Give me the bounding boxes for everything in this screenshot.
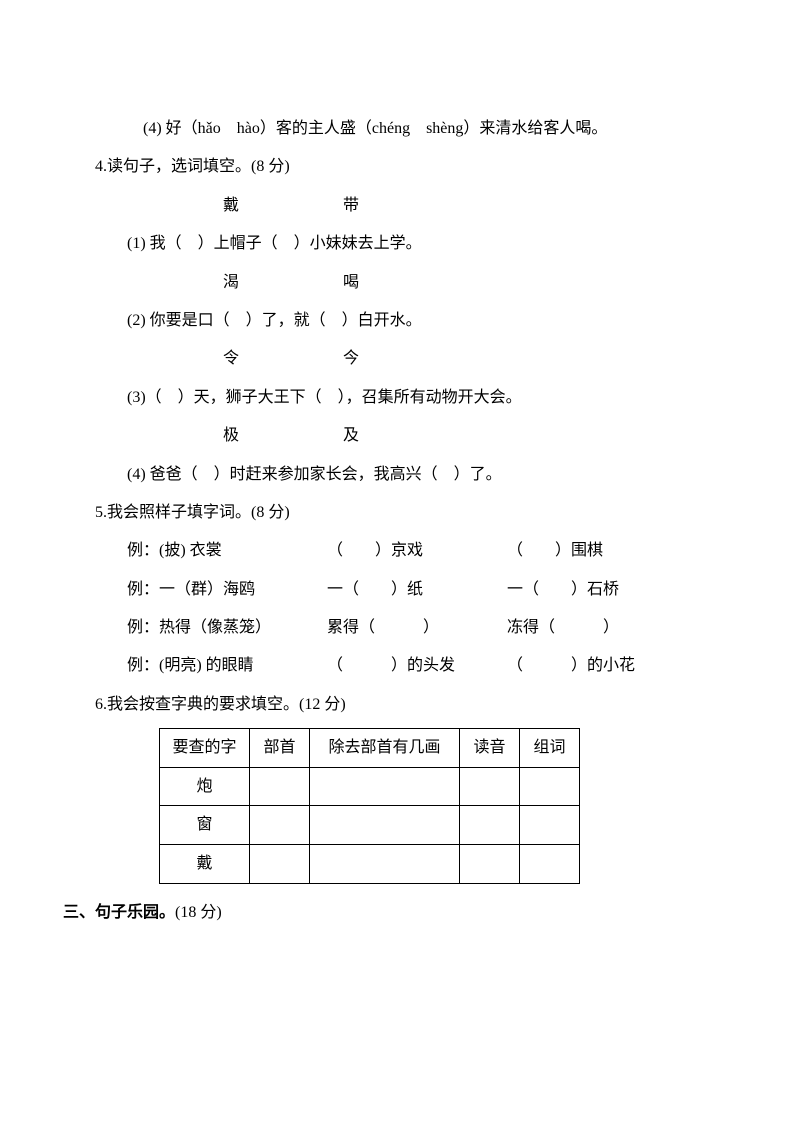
table-row: 窗 — [160, 806, 580, 845]
cell-char: 戴 — [160, 845, 250, 884]
q4-pair4: 极及 — [95, 417, 698, 455]
q5-row4: 例：(明亮) 的眼睛（ ）的头发（ ）的小花 — [95, 647, 698, 685]
cell-char: 炮 — [160, 767, 250, 806]
th-pron: 读音 — [460, 729, 520, 768]
cell-blank[interactable] — [520, 767, 580, 806]
q5-row1: 例：(披) 衣裳（ ）京戏（ ）围棋 — [95, 532, 698, 570]
cell-blank[interactable] — [460, 806, 520, 845]
q4-s3: (3)（ ）天，狮子大王下（ ），召集所有动物开大会。 — [95, 379, 698, 417]
th-strokes: 除去部首有几画 — [310, 729, 460, 768]
q4-s4: (4) 爸爸（ ）时赶来参加家长会，我高兴（ ）了。 — [95, 456, 698, 494]
cell-blank[interactable] — [460, 845, 520, 884]
table-row: 炮 — [160, 767, 580, 806]
q4-pair3: 令今 — [95, 340, 698, 378]
q6-table: 要查的字 部首 除去部首有几画 读音 组词 炮 窗 戴 — [159, 728, 580, 883]
q5-title: 5.我会照样子填字词。(8 分) — [95, 494, 698, 532]
cell-blank[interactable] — [520, 845, 580, 884]
cell-blank[interactable] — [250, 806, 310, 845]
cell-blank[interactable] — [310, 767, 460, 806]
q5-row2: 例：一（群）海鸥一（ ）纸一（ ）石桥 — [95, 571, 698, 609]
q3-item4: (4) 好（hǎo hào）客的主人盛（chéng shèng）来清水给客人喝。 — [95, 110, 698, 148]
cell-blank[interactable] — [310, 806, 460, 845]
cell-blank[interactable] — [310, 845, 460, 884]
q4-pair1: 戴带 — [95, 187, 698, 225]
cell-blank[interactable] — [250, 845, 310, 884]
cell-blank[interactable] — [460, 767, 520, 806]
cell-char: 窗 — [160, 806, 250, 845]
q6-title: 6.我会按查字典的要求填空。(12 分) — [95, 686, 698, 724]
th-word: 组词 — [520, 729, 580, 768]
table-header-row: 要查的字 部首 除去部首有几画 读音 组词 — [160, 729, 580, 768]
section3-title: 三、句子乐园。(18 分) — [63, 894, 698, 932]
q4-title: 4.读句子，选词填空。(8 分) — [95, 148, 698, 186]
table-row: 戴 — [160, 845, 580, 884]
q5-row3: 例：热得（像蒸笼）累得（ ）冻得（ ） — [95, 609, 698, 647]
th-char: 要查的字 — [160, 729, 250, 768]
cell-blank[interactable] — [520, 806, 580, 845]
th-radical: 部首 — [250, 729, 310, 768]
q4-s2: (2) 你要是口（ ）了，就（ ）白开水。 — [95, 302, 698, 340]
cell-blank[interactable] — [250, 767, 310, 806]
q4-pair2: 渴喝 — [95, 264, 698, 302]
q4-s1: (1) 我（ ）上帽子（ ）小妹妹去上学。 — [95, 225, 698, 263]
